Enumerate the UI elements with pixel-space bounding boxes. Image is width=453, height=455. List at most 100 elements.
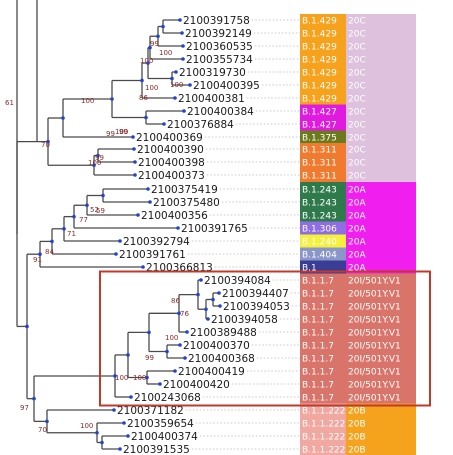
support-value: 52 [90,206,99,214]
clade-label: 20A [348,251,366,261]
node-dot [148,45,152,50]
leaf-tip [136,213,140,217]
node-dot [50,239,54,244]
lineage-cell [300,403,346,417]
clade-label: 20B [348,407,366,417]
lineage-cell [300,221,346,235]
leaf-label: 2100394058 [211,314,278,326]
leaf-tip [118,239,122,243]
clade-column: 20C 20C 20C 20C 20C 20C 20C 20C 20C 20C 20C 20C 20C 2… [346,14,416,455]
lineage-cell [300,182,346,196]
clade-label: 20A [348,186,366,196]
lineage-cell [300,442,346,455]
lineage-label: B.1.1.7 [302,355,334,365]
leaf-tip [185,330,189,334]
leaf-label: 2100400384 [187,106,254,118]
node-dot [101,193,105,198]
leaf-label: 2100391758 [183,15,250,27]
node-dot [46,139,50,144]
leaf-tip [148,200,152,204]
node-dot [170,76,174,81]
leaf-label: 2100400395 [193,80,260,92]
clade-block [346,273,416,404]
leaf-label: 2100400370 [183,340,250,352]
leaf-tip [126,434,130,438]
support-value: 99 [119,128,128,136]
lineage-cell [300,299,346,313]
support-value: 86 [139,94,148,102]
support-values: 6170919770100991001001001009910099998610… [5,40,189,434]
clade-label: 20I/501Y.V1 [348,329,401,339]
leaf-label: 2100391761 [119,249,186,261]
clade-label: 20C [348,159,366,169]
leaf-label: 2100400373 [138,170,205,182]
node-dot [100,440,104,445]
lineage-cell [300,91,346,105]
node-dot [110,97,114,101]
tree-branches [16,0,222,451]
node-dot [25,324,29,329]
clade-label: 20I/501Y.V1 [348,394,401,404]
lineage-cell [300,247,346,261]
clade-label: 20A [348,212,366,222]
lineage-label: B.1.404 [302,251,337,261]
lineage-label: B.1.427 [302,121,337,131]
support-value: 71 [67,230,76,238]
clade-label: 20C [348,172,366,182]
support-value: 100 [80,422,93,430]
lineage-cell [300,195,346,209]
support-value: 61 [5,99,14,107]
support-value: 100 [159,49,172,57]
support-value: 100 [88,159,101,167]
lineage-cell [300,104,346,118]
lineage-cell [300,325,346,339]
clade-label: 20C [348,30,366,40]
clade-label: 20C [348,108,366,118]
lineage-label: B.1.243 [302,186,337,196]
leaf-label: 2100394407 [222,288,289,300]
lineage-label: B.1.311 [302,146,337,156]
node-dot [204,307,208,312]
lineage-cell [300,338,346,352]
leaf-label: 2100400374 [131,431,198,443]
clade-label: 20I/501Y.V1 [348,368,401,378]
clade-label: 20C [348,95,366,105]
clade-label: 20I/501Y.V1 [348,316,401,326]
lineage-cell [300,351,346,365]
lineage-label: B.1.1.7 [302,368,334,378]
leaf-tip [114,252,118,256]
lineage-label: B.1.1.222 [302,433,345,443]
clade-block [346,14,416,182]
highlight-box-b117 [99,270,431,407]
node-dot [113,374,117,378]
leaf-label: 2100391535 [123,444,190,455]
lineage-label: B.1.240 [302,238,337,248]
node-dot [145,375,149,380]
lineage-cell [300,39,346,53]
clade-label: 20C [348,82,366,92]
support-value: 76 [180,310,189,318]
clade-label: 20C [348,17,366,27]
leaf-label: 2100394053 [223,301,290,313]
support-value: 70 [38,426,47,434]
clade-label: 20A [348,264,366,274]
leaf-label: 2100400420 [163,379,230,391]
leaf-tip [181,44,185,48]
leaf-label: 2100355734 [186,54,253,66]
leaf-label: 2100375419 [151,184,218,196]
leaf-label: 2100400381 [178,93,245,105]
lineage-label: B.1.1.7 [302,381,334,391]
lineage-label: B.1.429 [302,43,337,53]
lineage-cell [300,52,346,66]
clade-label: 20C [348,121,366,131]
lineage-label: B.1.1.7 [302,277,334,287]
lineage-label: B.1.1.7 [302,316,334,326]
node-dot [147,330,151,335]
support-value: 70 [41,141,50,149]
node-dot [96,153,100,158]
clade-label: 20I/501Y.V1 [348,381,401,391]
leaf-tip [173,96,177,100]
leaf-label: 2100400369 [136,132,203,144]
leaf-tip [178,18,182,22]
